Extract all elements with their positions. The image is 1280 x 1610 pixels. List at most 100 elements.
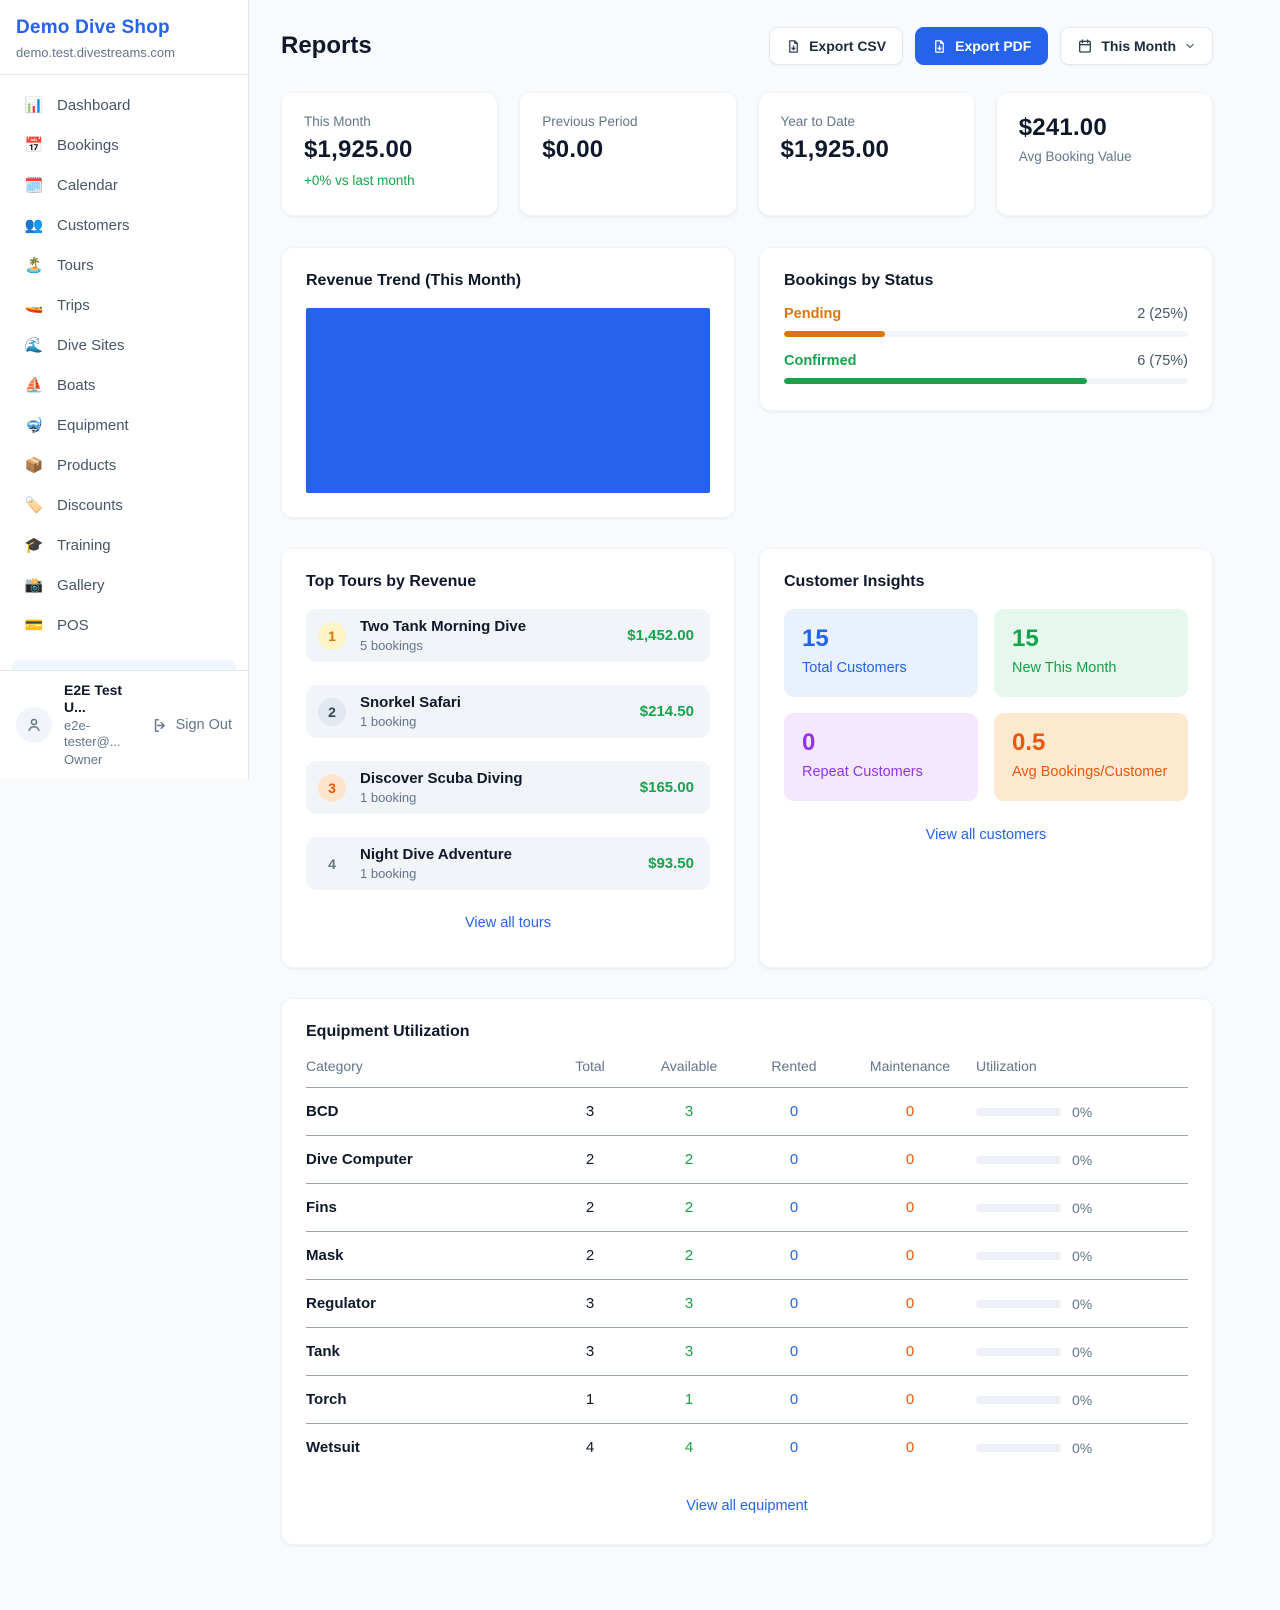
- period-select[interactable]: This Month: [1060, 27, 1213, 65]
- cell-rented: 0: [789, 1103, 799, 1120]
- sidebar-item-label: Trips: [57, 297, 90, 314]
- insight-new-this-month: 15 New This Month: [994, 609, 1188, 697]
- sidebar-item-label: POS: [57, 617, 89, 634]
- column-header-available: Available: [660, 1058, 718, 1074]
- products-icon: 📦: [24, 457, 44, 474]
- sidebar-item-trips[interactable]: 🚤 Trips: [12, 289, 236, 322]
- sidebar-item-label: Calendar: [57, 177, 118, 194]
- stat-value: $0.00: [542, 136, 604, 163]
- utilization-text: 0%: [1072, 1439, 1093, 1456]
- calendar-icon: 🗓️: [24, 177, 44, 194]
- tours-icon: 🏝️: [24, 257, 44, 274]
- shop-name: Demo Dive Shop: [16, 17, 170, 38]
- tour-name: Discover Scuba Diving: [360, 770, 523, 787]
- sidebar-item-tours[interactable]: 🏝️ Tours: [12, 249, 236, 282]
- insight-label: Repeat Customers: [802, 764, 923, 780]
- insight-label: Total Customers: [802, 660, 907, 676]
- sidebar-item-label: Bookings: [57, 137, 119, 154]
- tour-row[interactable]: 3 Discover Scuba Diving 1 booking $165.0…: [306, 761, 710, 814]
- sidebar-item-products[interactable]: 📦 Products: [12, 449, 236, 482]
- equipment-table: Category Total Available Rented Maintena…: [306, 1058, 1188, 1471]
- column-header-utilization: Utilization: [976, 1058, 1037, 1074]
- discounts-icon: 🏷️: [24, 497, 44, 514]
- cell-category: Mask: [306, 1247, 344, 1264]
- cell-total: 2: [585, 1247, 595, 1264]
- sidebar-item-calendar[interactable]: 🗓️ Calendar: [12, 169, 236, 202]
- cell-rented: 0: [789, 1295, 799, 1312]
- utilization-text: 0%: [1072, 1295, 1093, 1312]
- sidebar-item-bookings[interactable]: 📅 Bookings: [12, 129, 236, 162]
- sidebar-item-dive-sites[interactable]: 🌊 Dive Sites: [12, 329, 236, 362]
- tour-bookings: 1 booking: [360, 790, 417, 805]
- cell-available: 2: [684, 1199, 694, 1216]
- sidebar-item-dashboard[interactable]: 📊 Dashboard: [12, 89, 236, 122]
- utilization-text: 0%: [1072, 1199, 1093, 1216]
- cell-available: 3: [684, 1103, 694, 1120]
- avatar: [16, 707, 52, 744]
- sidebar-item-label: Gallery: [57, 577, 105, 594]
- progress-track: [784, 378, 1188, 384]
- export-csv-button[interactable]: Export CSV: [769, 27, 904, 65]
- export-pdf-button[interactable]: Export PDF: [915, 27, 1049, 65]
- revenue-trend-card: Revenue Trend (This Month): [281, 247, 735, 518]
- sidebar-item-pos[interactable]: 💳 POS: [12, 609, 236, 642]
- cell-category: Regulator: [306, 1295, 377, 1312]
- cell-category: Wetsuit: [306, 1439, 360, 1456]
- cell-utilization: 0%: [976, 1200, 1188, 1216]
- sidebar-item-training[interactable]: 🎓 Training: [12, 529, 236, 562]
- cell-category: Dive Computer: [306, 1151, 413, 1168]
- view-all-equipment-link[interactable]: View all equipment: [686, 1498, 808, 1514]
- tour-rows: 1 Two Tank Morning Dive 5 bookings $1,45…: [306, 609, 710, 890]
- utilization-text: 0%: [1072, 1343, 1093, 1360]
- table-row: Tank 3 3 0 0 0%: [306, 1328, 1188, 1376]
- charts-row: Revenue Trend (This Month) Bookings by S…: [281, 247, 1213, 518]
- training-icon: 🎓: [24, 537, 44, 554]
- tour-amount: $93.50: [648, 855, 694, 872]
- tour-name: Snorkel Safari: [360, 694, 461, 711]
- cell-utilization: 0%: [976, 1440, 1188, 1456]
- stat-card-previous-period: Previous Period $0.00: [519, 92, 737, 216]
- user-info: E2E Test U... e2e-tester@... Owner: [64, 682, 140, 768]
- equipment-utilization-title: Equipment Utilization: [306, 1023, 470, 1040]
- cell-utilization: 0%: [976, 1296, 1188, 1312]
- tour-row[interactable]: 4 Night Dive Adventure 1 booking $93.50: [306, 837, 710, 890]
- insight-avg-bookings: 0.5 Avg Bookings/Customer: [994, 713, 1188, 801]
- gallery-icon: 📸: [24, 577, 44, 594]
- insight-label: Avg Bookings/Customer: [1012, 764, 1168, 780]
- insight-value: 0: [802, 729, 816, 756]
- sidebar-item-gallery[interactable]: 📸 Gallery: [12, 569, 236, 602]
- tour-name: Two Tank Morning Dive: [360, 618, 527, 635]
- sign-out-button[interactable]: Sign Out: [152, 717, 232, 734]
- sidebar-item-label: Training: [57, 537, 111, 554]
- stat-value: $241.00: [1018, 114, 1107, 141]
- sidebar-item-discounts[interactable]: 🏷️ Discounts: [12, 489, 236, 522]
- utilization-bar: [976, 1395, 1061, 1404]
- customers-icon: 👥: [24, 217, 44, 234]
- sidebar-item-equipment[interactable]: 🤿 Equipment: [12, 409, 236, 442]
- cell-utilization: 0%: [976, 1104, 1188, 1120]
- sidebar-item-boats[interactable]: ⛵ Boats: [12, 369, 236, 402]
- status-value: 6 (75%): [1137, 353, 1188, 369]
- tour-row[interactable]: 1 Two Tank Morning Dive 5 bookings $1,45…: [306, 609, 710, 662]
- view-all-tours-link[interactable]: View all tours: [465, 915, 551, 931]
- cell-rented: 0: [789, 1391, 799, 1408]
- cell-rented: 0: [789, 1151, 799, 1168]
- cell-rented: 0: [789, 1247, 799, 1264]
- sidebar-item-label: Dive Sites: [57, 337, 125, 354]
- view-all-customers-link[interactable]: View all customers: [925, 827, 1047, 843]
- sidebar-item-reports[interactable]: [12, 660, 236, 671]
- equipment-table-header: Category Total Available Rented Maintena…: [306, 1058, 1188, 1088]
- stat-card-this-month: This Month $1,925.00 +0% vs last month: [281, 92, 499, 216]
- bookings-by-status-card: Bookings by Status Pending 2 (25%) Confi…: [759, 247, 1213, 411]
- revenue-trend-title: Revenue Trend (This Month): [306, 272, 522, 289]
- tour-bookings: 5 bookings: [360, 638, 423, 653]
- progress-fill: [784, 378, 1087, 384]
- sidebar-item-customers[interactable]: 👥 Customers: [12, 209, 236, 242]
- cell-available: 4: [684, 1439, 694, 1456]
- utilization-bar: [976, 1203, 1061, 1212]
- revenue-trend-chart: [306, 308, 710, 493]
- export-pdf-label: Export PDF: [955, 38, 1032, 54]
- tour-row[interactable]: 2 Snorkel Safari 1 booking $214.50: [306, 685, 710, 738]
- status-label: Confirmed: [784, 353, 857, 369]
- equipment-icon: 🤿: [24, 417, 44, 434]
